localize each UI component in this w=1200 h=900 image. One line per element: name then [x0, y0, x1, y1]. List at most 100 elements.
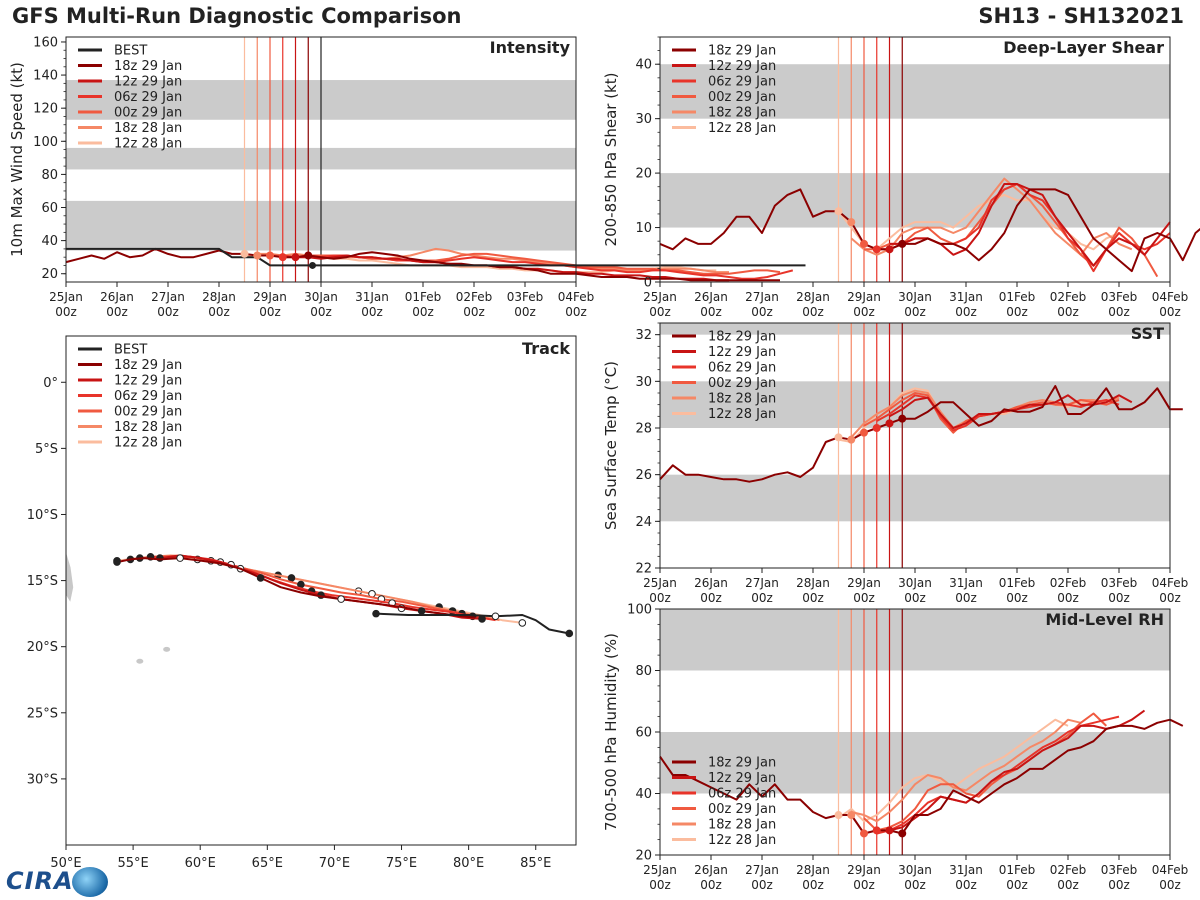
intensity-init-marker — [304, 251, 313, 260]
rh-xtick-label: 00z — [649, 878, 671, 892]
shear-xtick-label: 31Jan — [949, 290, 983, 304]
intensity-xtick-label: 00z — [157, 305, 179, 319]
rh-xtick-label: 02Feb — [1050, 863, 1087, 877]
intensity-ytick-label: 160 — [33, 35, 58, 50]
rh-ytick-label: 100 — [627, 603, 652, 618]
sst-xtick-label: 03Feb — [1101, 576, 1138, 590]
cira-logo: CIRA — [6, 867, 108, 897]
shear-panel: 01020304025Jan00z26Jan00z27Jan00z28Jan00… — [602, 36, 1200, 319]
intensity-xtick-label: 29Jan — [253, 290, 287, 304]
rh-xtick-label: 30Jan — [898, 863, 932, 877]
rh-legend-label: 18z 28 Jan — [708, 818, 776, 833]
intensity-xtick-label: 31Jan — [355, 290, 389, 304]
shear-xtick-label: 03Feb — [1101, 290, 1138, 304]
rh-xtick-label: 00z — [1159, 878, 1181, 892]
shear-xtick-label: 00z — [700, 305, 722, 319]
rh-xtick-label: 26Jan — [694, 863, 728, 877]
sst-shaded-band — [660, 474, 1170, 522]
rh-init-marker — [872, 826, 881, 835]
rh-init-marker — [847, 811, 856, 820]
shear-xtick-label: 01Feb — [999, 290, 1036, 304]
rh-init-marker — [834, 811, 843, 820]
track-ytick-label: 15°S — [27, 574, 58, 589]
intensity-xtick-label: 03Feb — [507, 290, 544, 304]
track-legend-label: 18z 28 Jan — [114, 420, 182, 435]
storm-id: SH13 - SH132021 — [978, 4, 1184, 28]
track-ytick-label: 20°S — [27, 640, 58, 655]
track-marker — [113, 558, 121, 566]
sst-xtick-label: 30Jan — [898, 576, 932, 590]
track-ytick-label: 30°S — [27, 772, 58, 787]
intensity-legend-label: 18z 29 Jan — [114, 59, 182, 74]
track-marker — [491, 612, 500, 621]
rh-ylabel: 700-500 hPa Humidity (%) — [602, 633, 620, 831]
rh-xtick-label: 04Feb — [1152, 863, 1189, 877]
sst-xtick-label: 01Feb — [999, 576, 1036, 590]
rh-xtick-label: 00z — [955, 878, 977, 892]
intensity-xtick-label: 00z — [55, 305, 77, 319]
shear-ytick-label: 20 — [635, 167, 652, 182]
shear-series-18z-28-jan — [850, 177, 1133, 256]
rh-xtick-label: 00z — [802, 878, 824, 892]
intensity-init-marker — [278, 253, 287, 262]
shear-init-marker — [834, 207, 843, 216]
shear-ytick-label: 10 — [635, 221, 652, 236]
shear-xtick-label: 00z — [1006, 305, 1028, 319]
shear-xtick-label: 00z — [751, 305, 773, 319]
sst-init-marker — [847, 435, 856, 444]
intensity-ylabel: 10m Max Wind Speed (kt) — [8, 62, 26, 257]
shear-xtick-label: 02Feb — [1050, 290, 1087, 304]
shear-xtick-label: 00z — [904, 305, 926, 319]
land-reunion — [136, 658, 144, 664]
track-xtick-label: 80°E — [453, 856, 484, 871]
rh-legend-label: 12z 28 Jan — [708, 833, 776, 848]
shear-shaded-band — [660, 173, 1170, 228]
track-marker — [417, 607, 426, 615]
rh-xtick-label: 00z — [904, 878, 926, 892]
sst-xtick-label: 28Jan — [796, 576, 830, 590]
rh-shaded-band — [660, 609, 1170, 671]
sst-xtick-label: 00z — [1057, 591, 1079, 605]
sst-xtick-label: 00z — [802, 591, 824, 605]
intensity-xtick-label: 00z — [463, 305, 485, 319]
track-legend-label: 00z 29 Jan — [114, 405, 182, 420]
sst-legend-label: 12z 28 Jan — [708, 407, 776, 422]
rh-xtick-label: 00z — [751, 878, 773, 892]
sst-xtick-label: 00z — [1108, 591, 1130, 605]
track-ytick-label: 5°S — [35, 442, 58, 457]
intensity-xtick-label: 00z — [106, 305, 128, 319]
track-xtick-label: 75°E — [386, 856, 417, 871]
intensity-init-marker — [253, 251, 262, 260]
sst-xtick-label: 31Jan — [949, 576, 983, 590]
shear-legend-label: 00z 29 Jan — [708, 90, 776, 105]
sst-shaded-band — [660, 323, 1170, 335]
chart-title: GFS Multi-Run Diagnostic Comparison — [12, 4, 462, 28]
sst-init-marker — [885, 419, 894, 428]
sst-xtick-label: 00z — [1159, 591, 1181, 605]
rh-panel: 2040608010025Jan00z26Jan00z27Jan00z28Jan… — [602, 603, 1188, 893]
rh-legend-label: 06z 29 Jan — [708, 787, 776, 802]
intensity-xtick-label: 00z — [514, 305, 536, 319]
shear-xtick-label: 04Feb — [1152, 290, 1189, 304]
sst-xtick-label: 29Jan — [847, 576, 881, 590]
shear-init-marker — [898, 239, 907, 248]
intensity-xtick-label: 30Jan — [304, 290, 338, 304]
sst-panel-title: SST — [1131, 324, 1164, 343]
shear-xtick-label: 00z — [955, 305, 977, 319]
track-xtick-label: 60°E — [185, 856, 216, 871]
intensity-series-18z-29-jan — [65, 247, 780, 282]
sst-xtick-label: 04Feb — [1152, 576, 1189, 590]
sst-xtick-label: 27Jan — [745, 576, 779, 590]
intensity-best-end-marker — [309, 261, 316, 269]
track-best-start — [372, 610, 380, 617]
track-marker — [156, 554, 164, 562]
rh-panel-title: Mid-Level RH — [1045, 610, 1164, 629]
rh-xtick-label: 31Jan — [949, 863, 983, 877]
sst-legend-label: 18z 29 Jan — [708, 330, 776, 345]
intensity-legend-label: 00z 29 Jan — [114, 106, 182, 121]
sst-xtick-label: 00z — [751, 591, 773, 605]
track-legend-label: 12z 29 Jan — [114, 374, 182, 389]
sst-xtick-label: 00z — [700, 591, 722, 605]
shear-series-18z-29-jan — [659, 188, 1200, 273]
shear-legend-label: 06z 29 Jan — [708, 75, 776, 90]
